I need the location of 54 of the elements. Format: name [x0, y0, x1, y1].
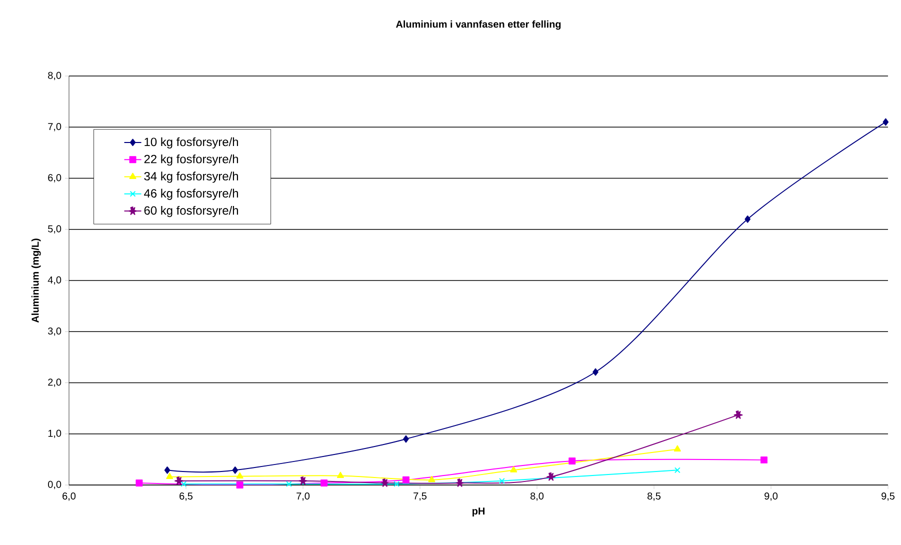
point [674, 467, 680, 474]
point [568, 457, 576, 464]
point [498, 478, 505, 484]
point [174, 476, 184, 485]
point [180, 481, 187, 487]
point [164, 466, 170, 474]
y-axis-title: Aluminium (mg/L) [31, 238, 41, 323]
point [298, 476, 308, 485]
point [380, 478, 390, 487]
point [402, 476, 410, 484]
point [320, 479, 328, 486]
y-tick-label: 4,0 [48, 276, 62, 285]
point [455, 478, 464, 487]
legend-label: 22 kg fosforsyre/h [144, 154, 238, 166]
x-axis-title: pH [472, 508, 484, 517]
point [336, 472, 344, 478]
point [236, 472, 244, 479]
chart-title: Aluminium i vannfasen etter felling [396, 20, 561, 30]
x-tick-label: 7,0 [296, 492, 310, 501]
point [428, 476, 436, 482]
point [236, 482, 244, 488]
y-tick-label: 8,0 [48, 72, 62, 80]
point [510, 466, 518, 472]
point [232, 466, 238, 474]
point [882, 118, 889, 126]
x-tick-label: 8,0 [530, 492, 544, 501]
y-tick-label: 5,0 [48, 225, 62, 234]
point [674, 445, 681, 452]
x-tick-label: 8,5 [648, 492, 661, 501]
x-tick-label: 6,5 [180, 492, 193, 501]
point [403, 435, 409, 443]
point [546, 472, 556, 481]
point [592, 368, 598, 376]
legend-label: 10 kg fosforsyre/h [144, 137, 238, 149]
y-tick-label: 6,0 [48, 174, 62, 182]
legend-label: 34 kg fosforsyre/h [144, 172, 238, 183]
point [744, 215, 750, 223]
x-tick-label: 6,0 [62, 492, 76, 501]
point [136, 479, 143, 486]
legend-label: 60 kg fosforsyre/h [144, 206, 238, 218]
point [734, 410, 743, 419]
x-tick-label: 7,5 [414, 492, 427, 501]
y-tick-label: 3,0 [48, 328, 62, 336]
y-tick-label: 0,0 [48, 480, 62, 490]
y-tick-label: 2,0 [48, 378, 62, 387]
x-tick-label: 9,5 [882, 492, 895, 501]
point [286, 481, 292, 487]
legend-label: 46 kg fosforsyre/h [144, 188, 238, 200]
point [760, 456, 768, 464]
point [166, 472, 174, 480]
x-tick-label: 9,0 [764, 492, 778, 501]
y-tick-label: 7,0 [48, 123, 62, 132]
y-tick-label: 1,0 [48, 430, 62, 438]
point [394, 481, 400, 487]
